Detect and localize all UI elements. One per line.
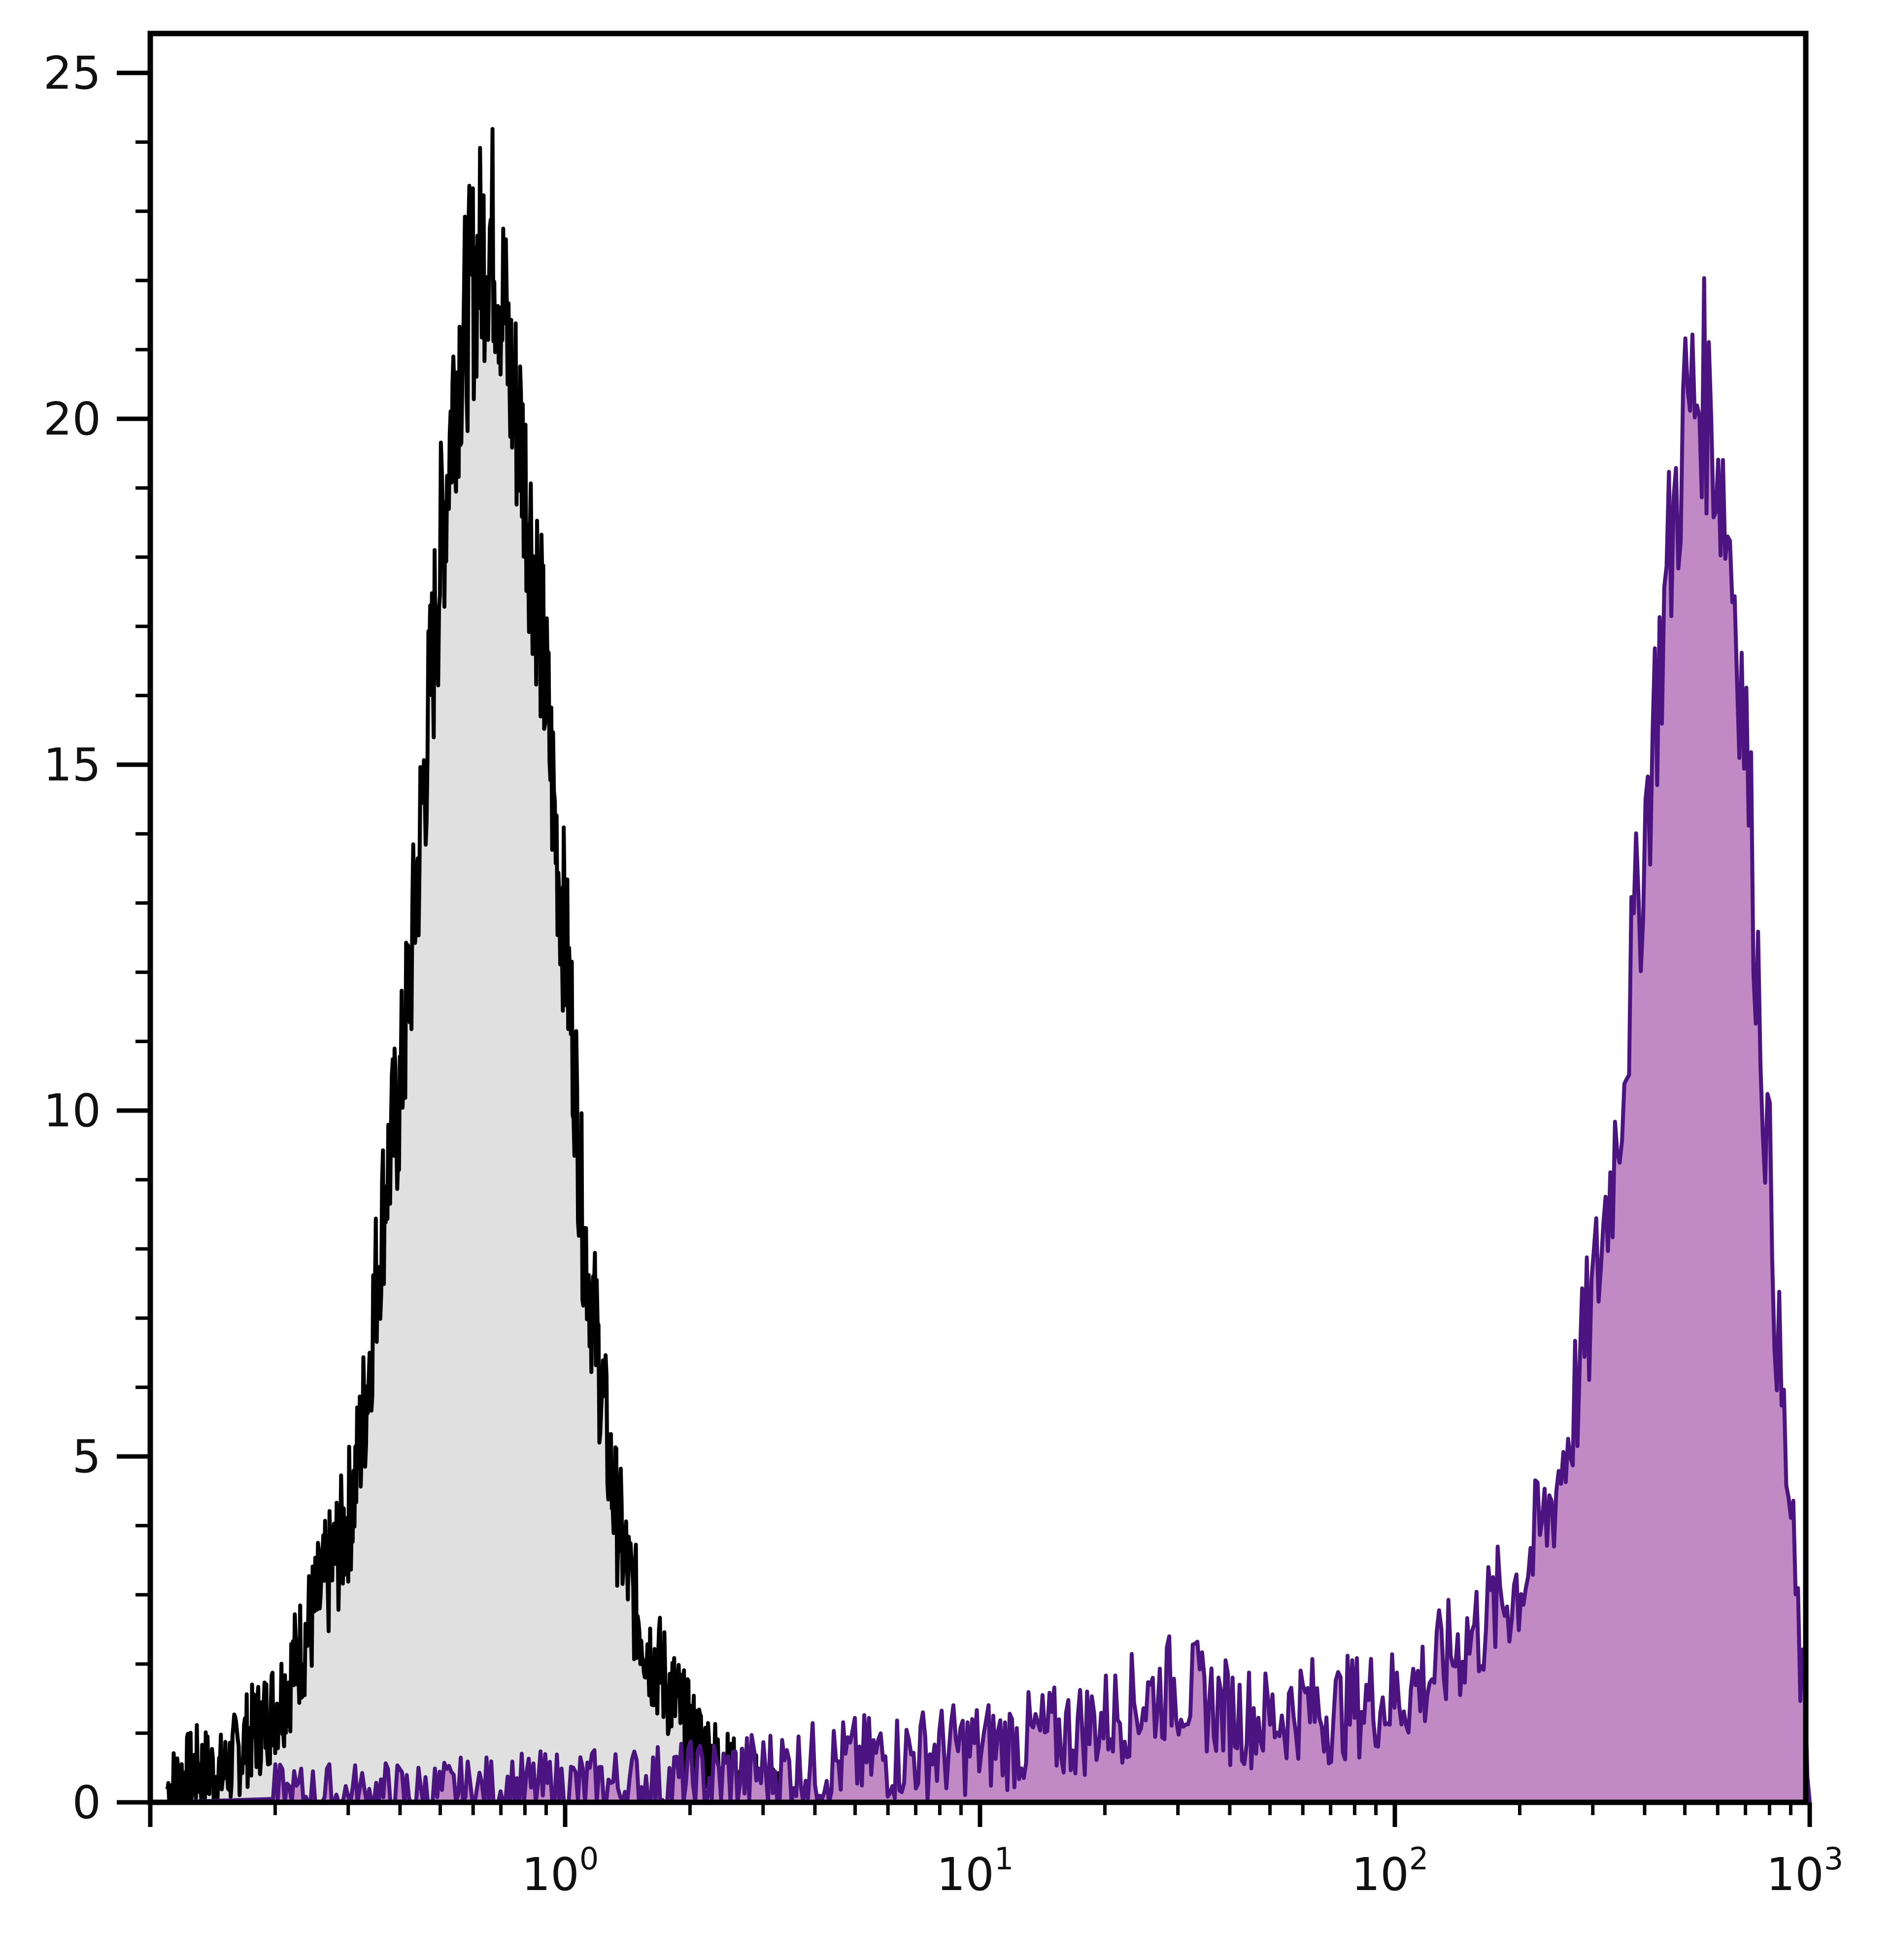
x-tick-label: 103 [1766, 1841, 1844, 1901]
y-tick-label: 15 [43, 739, 101, 791]
y-tick-label: 20 [43, 393, 101, 445]
series-1-area [167, 278, 1810, 1803]
y-tick-label: 25 [43, 47, 101, 100]
x-tick-label: 102 [1351, 1841, 1429, 1901]
y-tick-label: 0 [72, 1776, 101, 1829]
series-layer [165, 127, 1812, 1804]
y-tick-label: 10 [43, 1084, 101, 1137]
axis-layer: 0 5 10 15 20 25 100 101 102 103 [43, 47, 1843, 1901]
series-0-area [167, 129, 791, 1802]
x-tick-label: 100 [522, 1841, 599, 1901]
series-1-line [167, 276, 1812, 1804]
series-0-line [165, 127, 792, 1804]
x-tick-label: 101 [937, 1841, 1014, 1901]
y-tick-label: 5 [72, 1430, 101, 1483]
